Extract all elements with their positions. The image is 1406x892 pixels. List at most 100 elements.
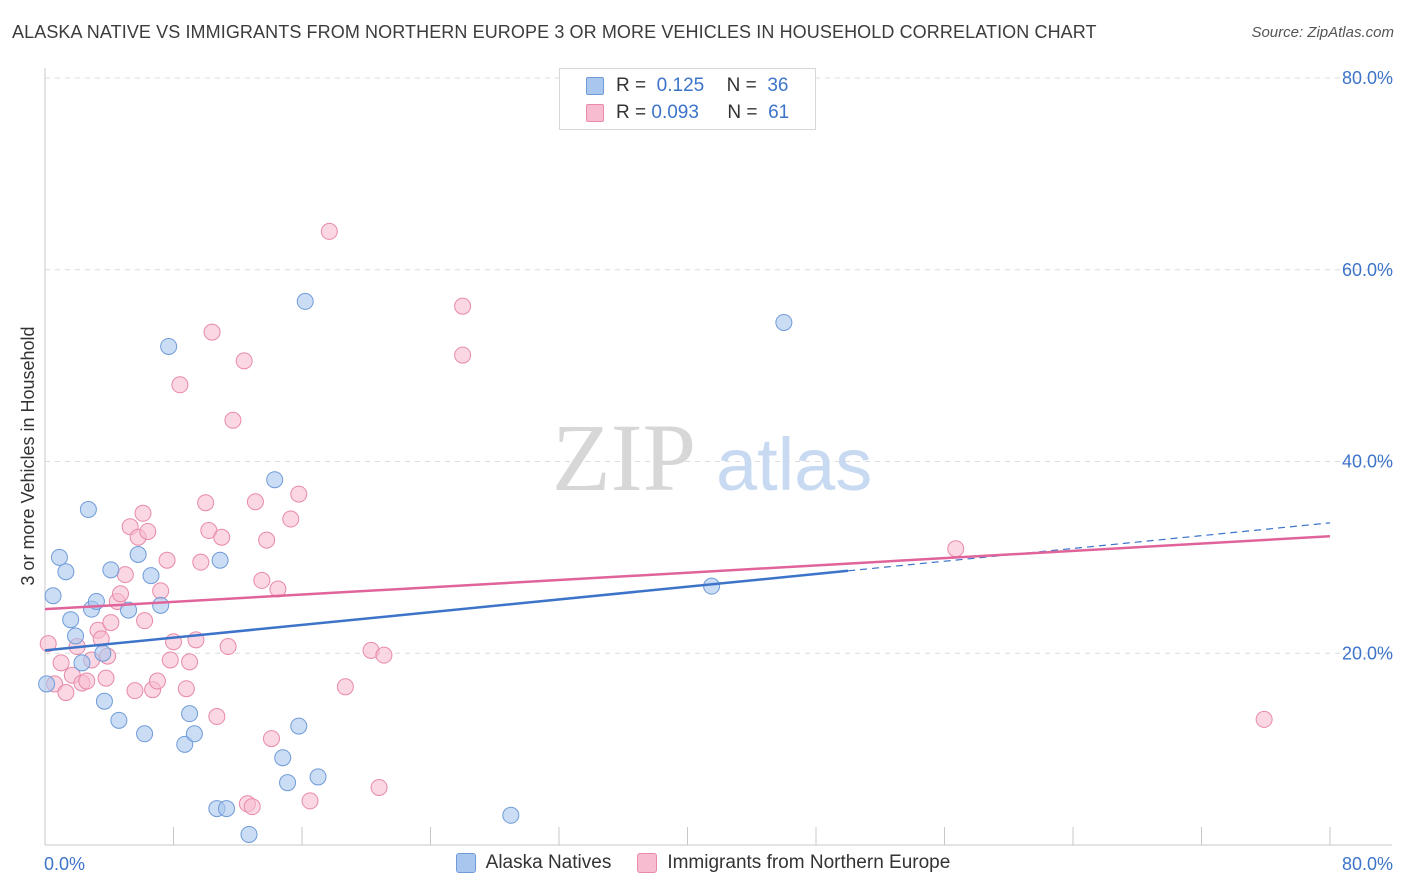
axes: 20.0% 40.0% 60.0% 80.0% 0.0% 80.0% <box>44 68 1393 874</box>
legend-n-value: 61 <box>768 102 790 123</box>
point-northern-europe <box>126 682 144 700</box>
point-northern-europe <box>116 566 134 584</box>
legend-swatch-blue <box>455 853 476 873</box>
legend-row-alaska: R = 0.125 N = 36 <box>586 74 788 98</box>
point-northern-europe <box>111 585 129 603</box>
legend-n-label: N = <box>726 75 757 96</box>
point-alaska-native <box>129 545 147 563</box>
legend-label: Immigrants from Northern Europe <box>667 852 951 873</box>
legend-swatch-pink <box>637 853 658 873</box>
point-alaska-native <box>181 705 199 723</box>
point-northern-europe <box>158 551 176 569</box>
point-northern-europe <box>192 553 210 571</box>
point-alaska-native <box>703 577 721 595</box>
point-alaska-native <box>160 337 178 355</box>
legend-swatch-blue <box>586 77 604 95</box>
series-legend: Alaska Natives Immigrants from Northern … <box>0 852 1406 874</box>
point-northern-europe <box>258 531 276 549</box>
point-northern-europe <box>57 684 75 702</box>
point-alaska-native <box>142 567 160 585</box>
source-credit: Source: ZipAtlas.com <box>1251 24 1394 41</box>
point-alaska-native <box>136 725 154 743</box>
point-northern-europe <box>171 376 189 394</box>
y-tick-label: 20.0% <box>1342 643 1393 663</box>
y-tick-label: 80.0% <box>1342 68 1393 88</box>
point-northern-europe <box>243 798 261 816</box>
gridlines <box>45 77 1392 654</box>
point-northern-europe <box>52 654 70 672</box>
legend-item-alaska-natives[interactable]: Alaska Natives <box>455 852 612 874</box>
y-tick-label: 40.0% <box>1342 452 1393 472</box>
point-northern-europe <box>148 672 166 690</box>
point-northern-europe <box>197 494 215 512</box>
point-northern-europe <box>219 638 237 656</box>
trend-lines <box>44 522 1331 652</box>
point-alaska-native <box>279 774 297 792</box>
point-northern-europe <box>136 612 154 630</box>
y-axis-label: 3 or more Vehicles in Household <box>18 326 38 585</box>
legend-swatch-pink <box>586 104 604 122</box>
point-alaska-native <box>79 500 97 518</box>
legend-n-value: 36 <box>767 75 789 96</box>
point-northern-europe <box>181 653 199 671</box>
point-northern-europe <box>235 352 253 370</box>
watermark-atlas: atlas <box>716 423 872 506</box>
point-alaska-native <box>62 611 80 629</box>
point-northern-europe <box>161 651 179 669</box>
legend-item-northern-europe[interactable]: Immigrants from Northern Europe <box>637 852 950 874</box>
legend-r-label: R = <box>616 75 647 96</box>
point-northern-europe <box>454 297 472 315</box>
point-alaska-native <box>274 749 292 767</box>
watermark: ZIP atlas <box>552 404 872 511</box>
point-alaska-native <box>185 725 203 743</box>
point-alaska-native <box>110 711 128 729</box>
point-alaska-native <box>38 675 56 693</box>
point-alaska-native <box>309 768 327 786</box>
point-northern-europe <box>97 669 115 687</box>
point-northern-europe <box>375 646 393 664</box>
point-alaska-native <box>73 654 91 672</box>
point-northern-europe <box>336 678 354 696</box>
legend-row-europe: R = 0.093 N = 61 <box>586 101 789 125</box>
point-northern-europe <box>224 411 242 429</box>
point-northern-europe <box>78 672 96 690</box>
point-alaska-native <box>211 551 229 569</box>
point-alaska-native <box>290 717 308 735</box>
point-alaska-native <box>176 735 194 753</box>
point-northern-europe <box>152 582 170 600</box>
point-northern-europe <box>1255 710 1273 728</box>
point-northern-europe <box>320 222 338 240</box>
point-northern-europe <box>290 485 308 503</box>
point-alaska-native <box>502 806 520 824</box>
point-northern-europe <box>282 510 300 528</box>
point-alaska-native <box>775 313 793 331</box>
chart-title: ALASKA NATIVE VS IMMIGRANTS FROM NORTHER… <box>12 22 1097 42</box>
y-tick-label: 60.0% <box>1342 260 1393 280</box>
point-northern-europe <box>102 614 120 632</box>
legend-n-label: N = <box>727 102 758 123</box>
point-northern-europe <box>947 540 965 558</box>
x-tick-label: 0.0% <box>44 854 85 874</box>
legend-label: Alaska Natives <box>485 852 612 873</box>
point-northern-europe <box>213 528 231 546</box>
point-northern-europe <box>134 504 152 522</box>
point-northern-europe <box>246 493 264 511</box>
point-alaska-native <box>50 548 68 566</box>
point-northern-europe <box>253 571 271 589</box>
point-alaska-native <box>296 292 314 310</box>
trend-line-europe <box>44 535 1331 611</box>
x-tick-label: 80.0% <box>1342 854 1393 874</box>
point-alaska-native <box>218 800 236 818</box>
point-northern-europe <box>139 522 157 540</box>
point-northern-europe <box>454 346 472 364</box>
point-alaska-native <box>94 644 112 662</box>
point-alaska-native <box>102 561 120 579</box>
point-northern-europe <box>370 778 388 796</box>
point-northern-europe <box>39 635 57 653</box>
watermark-zip: ZIP <box>552 404 696 511</box>
trend-line-alaska-extension <box>848 522 1331 572</box>
point-northern-europe <box>177 680 195 698</box>
legend-r-value: 0.125 <box>656 75 705 96</box>
point-alaska-native <box>95 692 113 710</box>
